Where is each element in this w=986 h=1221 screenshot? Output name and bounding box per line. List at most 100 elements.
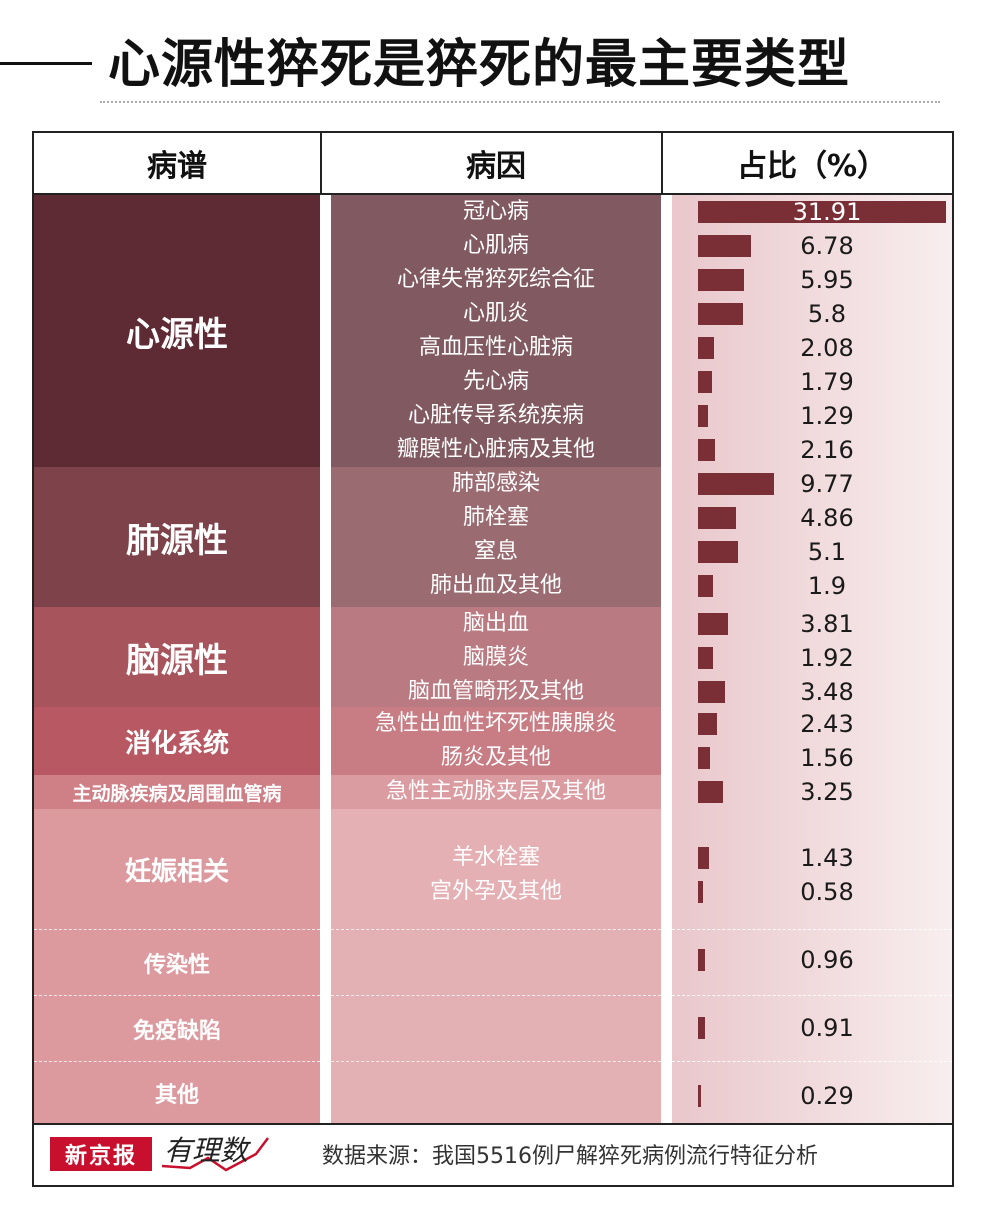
data-label: 1.29 bbox=[800, 402, 854, 430]
cause-label: 脑膜炎 bbox=[462, 645, 529, 670]
cause-label: 急性主动脉夹层及其他 bbox=[385, 779, 606, 804]
brand-text: 有理数 bbox=[164, 1134, 252, 1167]
cause-band bbox=[331, 707, 661, 775]
cause-label: 先心病 bbox=[462, 369, 529, 394]
header-divider bbox=[32, 193, 954, 195]
cause-band bbox=[331, 607, 661, 707]
bar bbox=[698, 781, 724, 803]
spectrum-cell: 妊娠相关 bbox=[34, 809, 320, 929]
cause-label: 高血压性心脏病 bbox=[418, 335, 573, 360]
bar bbox=[698, 1017, 706, 1039]
xinjingbao-logo: 新京报 bbox=[50, 1137, 152, 1171]
bar bbox=[698, 439, 715, 461]
data-label: 0.96 bbox=[800, 946, 854, 974]
bar bbox=[698, 881, 703, 903]
data-label: 0.91 bbox=[800, 1014, 854, 1042]
bar bbox=[698, 371, 712, 393]
footer-divider bbox=[32, 1123, 954, 1125]
header-cause: 病因 bbox=[466, 149, 526, 184]
spectrum-label: 心源性 bbox=[126, 314, 228, 355]
bar bbox=[698, 337, 715, 359]
data-label: 5.8 bbox=[807, 300, 847, 328]
spectrum-cell: 其他 bbox=[34, 1061, 320, 1123]
bar bbox=[698, 405, 709, 427]
data-label: 2.08 bbox=[800, 334, 854, 362]
cause-label: 心肌炎 bbox=[462, 301, 529, 326]
spectrum-label: 肺源性 bbox=[126, 520, 228, 561]
cause-band bbox=[331, 467, 661, 607]
data-label: 31.91 bbox=[792, 198, 862, 226]
data-label: 4.86 bbox=[800, 504, 854, 532]
bar bbox=[698, 269, 745, 291]
header-separator bbox=[320, 131, 322, 195]
cause-band bbox=[331, 1061, 661, 1123]
spectrum-cell: 主动脉疾病及周围血管病 bbox=[34, 775, 320, 809]
cause-label: 冠心病 bbox=[462, 199, 529, 224]
bar bbox=[698, 473, 774, 495]
spectrum-cell: 心源性 bbox=[34, 195, 320, 467]
data-label: 6.78 bbox=[800, 232, 854, 260]
cause-band bbox=[331, 195, 661, 467]
cause-band bbox=[331, 995, 661, 1061]
header-ratio: 占比（%） bbox=[736, 149, 888, 184]
cause-label: 宫外孕及其他 bbox=[429, 879, 562, 904]
cause-label: 羊水栓塞 bbox=[451, 845, 540, 870]
ratio-column: 31.91 6.78 5.95 5.8 2.08 1.79 1.29 2.16 9.77 4.86… bbox=[672, 195, 952, 1123]
title-dotted-divider bbox=[100, 101, 940, 103]
youlishu-brand-logo: 有理数 bbox=[161, 1134, 269, 1172]
bar bbox=[698, 541, 738, 563]
data-label: 2.43 bbox=[800, 710, 854, 738]
spectrum-cell: 脑源性 bbox=[34, 607, 320, 707]
bar bbox=[698, 507, 736, 529]
cause-label: 瓣膜性心脏病及其他 bbox=[396, 437, 595, 462]
cause-column: 冠心病心肌病心律失常猝死综合征 心肌炎高血压性心脏病 先心病心脏传导系统疾病 瓣膜性心… bbox=[331, 195, 661, 1123]
table-frame bbox=[32, 131, 954, 1187]
spectrum-column: 心源性肺源性脑源性消化系统主动脉疾病及周围血管病 妊娠相关传染性免疫缺陷其他 bbox=[34, 195, 320, 1123]
data-label: 3.25 bbox=[800, 778, 854, 806]
spectrum-label: 免疫缺陷 bbox=[132, 1018, 221, 1044]
cause-label: 肺部感染 bbox=[451, 471, 540, 496]
bar bbox=[698, 647, 713, 669]
data-label: 9.77 bbox=[800, 470, 854, 498]
spectrum-cell: 消化系统 bbox=[34, 707, 320, 775]
cause-label: 肺栓塞 bbox=[462, 505, 529, 530]
data-label: 1.9 bbox=[807, 572, 847, 600]
cause-label: 窒息 bbox=[473, 539, 518, 564]
cause-label: 脑出血 bbox=[462, 611, 529, 636]
spectrum-label: 传染性 bbox=[143, 952, 210, 978]
data-label: 5.1 bbox=[807, 538, 847, 566]
bar bbox=[698, 613, 728, 635]
data-source: 数据来源：我国5516例尸解猝死病例流行特征分析 bbox=[322, 1144, 818, 1169]
bar bbox=[698, 681, 726, 703]
cause-label: 肺出血及其他 bbox=[429, 573, 562, 598]
row-divider bbox=[672, 1061, 952, 1062]
cause-band bbox=[331, 929, 661, 995]
data-label: 5.95 bbox=[800, 266, 854, 294]
spectrum-cell: 传染性 bbox=[34, 929, 320, 995]
cause-label: 脑血管畸形及其他 bbox=[407, 679, 584, 704]
cause-label: 急性出血性坏死性胰腺炎 bbox=[374, 711, 617, 736]
page-title: 心源性猝死是猝死的最主要类型 bbox=[108, 35, 851, 95]
bar bbox=[698, 1085, 701, 1107]
data-label: 1.56 bbox=[800, 744, 854, 772]
cause-label: 心肌病 bbox=[462, 233, 529, 258]
cause-label: 心脏传导系统疾病 bbox=[407, 403, 584, 428]
title-rule bbox=[0, 62, 92, 65]
spectrum-label: 其他 bbox=[154, 1082, 199, 1108]
spectrum-cell: 肺源性 bbox=[34, 467, 320, 607]
bar bbox=[698, 949, 706, 971]
data-label: 3.48 bbox=[800, 678, 854, 706]
data-label: 2.16 bbox=[800, 436, 854, 464]
bar bbox=[698, 235, 751, 257]
row-divider bbox=[672, 929, 952, 930]
cause-band bbox=[331, 775, 661, 809]
cause-label: 心律失常猝死综合征 bbox=[396, 267, 595, 292]
data-label: 1.79 bbox=[800, 368, 854, 396]
data-label: 0.58 bbox=[800, 878, 854, 906]
spectrum-cell: 免疫缺陷 bbox=[34, 995, 320, 1061]
bar bbox=[698, 575, 713, 597]
bar bbox=[698, 713, 717, 735]
spectrum-label: 脑源性 bbox=[126, 640, 228, 681]
spectrum-label: 消化系统 bbox=[124, 728, 229, 759]
cause-band bbox=[331, 809, 661, 929]
